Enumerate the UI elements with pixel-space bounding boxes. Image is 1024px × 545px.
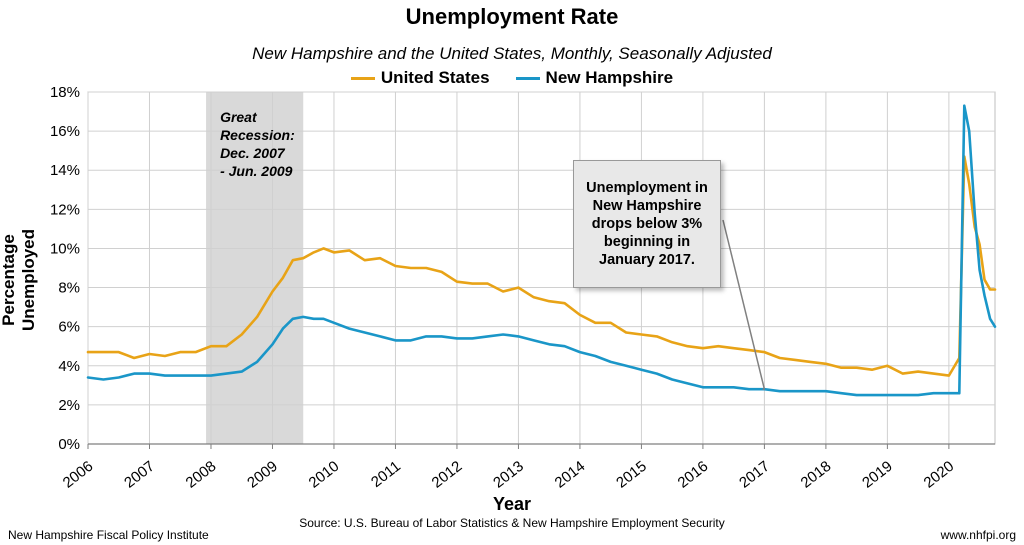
footer-org: New Hampshire Fiscal Policy Institute	[8, 528, 209, 542]
recession-label-line: Great	[220, 109, 258, 125]
x-tick-label: 2010	[306, 458, 343, 492]
y-tick-label: 12%	[50, 201, 80, 218]
series-line-us	[86, 155, 997, 377]
x-tick-label: 2006	[60, 458, 97, 492]
chart-subtitle: New Hampshire and the United States, Mon…	[252, 44, 772, 63]
x-tick-label: 2019	[859, 458, 896, 492]
y-tick-label: 4%	[58, 358, 80, 375]
recession-label-line: Dec. 2007	[220, 145, 286, 161]
x-tick-label: 2009	[244, 458, 281, 492]
callout-box: Unemployment in New Hampshire drops belo…	[573, 160, 721, 288]
callout-text: Unemployment in New Hampshire drops belo…	[586, 180, 708, 268]
legend-label-nh: New Hampshire	[545, 68, 674, 87]
y-tick-label: 0%	[58, 436, 80, 453]
y-tick-label: 18%	[50, 84, 80, 101]
x-tick-label: 2016	[675, 458, 712, 492]
recession-label-line: Recession:	[220, 127, 295, 143]
x-tick-label: 2013	[490, 458, 527, 492]
footer-url: www.nhfpi.org	[940, 528, 1016, 542]
x-tick-label: 2007	[121, 458, 158, 492]
chart-title: Unemployment Rate	[405, 4, 619, 29]
x-tick-label: 2011	[368, 458, 404, 491]
legend: United States New Hampshire	[0, 68, 1024, 88]
legend-item-us: United States	[350, 68, 490, 88]
y-axis-label: Percentage Unemployed	[0, 228, 38, 332]
x-tick-label: 2015	[613, 458, 650, 492]
y-tick-label: 6%	[58, 319, 80, 336]
footer-source: Source: U.S. Bureau of Labor Statistics …	[299, 516, 725, 530]
legend-label-us: United States	[380, 68, 490, 87]
x-tick-label: 2017	[736, 458, 773, 492]
x-axis-label: Year	[492, 494, 532, 514]
legend-item-nh: New Hampshire	[515, 68, 674, 88]
y-tick-label: 16%	[50, 123, 80, 140]
legend-swatch-us	[350, 76, 375, 80]
x-tick-label: 2020	[921, 458, 958, 492]
y-tick-label: 2%	[58, 397, 80, 414]
recession-label-line: - Jun. 2009	[220, 163, 293, 179]
legend-swatch-nh	[515, 76, 540, 80]
x-tick-label: 2012	[429, 458, 466, 492]
x-tick-label: 2008	[183, 458, 220, 492]
y-tick-label: 10%	[50, 240, 80, 257]
y-tick-label: 14%	[50, 162, 80, 179]
y-tick-label: 8%	[58, 280, 80, 297]
x-tick-label: 2014	[552, 458, 589, 492]
series-line-nh	[86, 104, 997, 397]
callout-pointer	[722, 219, 766, 390]
x-tick-label: 2018	[798, 458, 835, 492]
